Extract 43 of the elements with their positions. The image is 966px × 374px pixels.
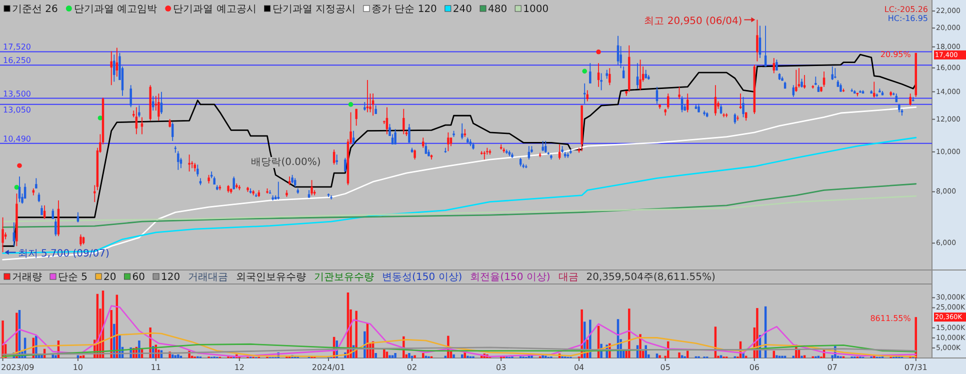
text: 변동성(150 이상) — [382, 272, 462, 283]
legend-label: 단기과열 예고임박 — [74, 4, 158, 15]
x-tick-label: 2023/09 — [1, 363, 34, 372]
ref-line-label: 10,490 — [3, 134, 31, 144]
legend-label: 120 — [161, 272, 180, 283]
x-tick-label: 04 — [574, 363, 584, 372]
ref-line-label: 17,520 — [3, 42, 31, 52]
x-tick-label: 02 — [406, 363, 418, 372]
text: 회전율(150 이상) — [470, 272, 550, 283]
x-tick-label: 03 — [496, 363, 506, 372]
x-tick-label: 12 — [234, 363, 245, 372]
legend-label: 기준선 26 — [12, 4, 58, 15]
text: 대금 — [558, 272, 578, 283]
ref-line-label: 13,050 — [3, 105, 31, 114]
text: 기관보유수량 — [314, 272, 374, 283]
annotation: 배당락(0.00%) — [251, 157, 321, 168]
ref-line-label: 16,250 — [3, 56, 31, 66]
x-tick-label: 10 — [72, 363, 84, 372]
annotation: LC:-205.26 — [884, 5, 928, 14]
annotation: 최고 20,950 (06/04) — [644, 16, 742, 27]
text: 외국인보유수량 — [236, 272, 306, 283]
legend-label: 480 — [488, 4, 508, 15]
x-tick-label: 07/31 — [904, 363, 928, 372]
legend-label: 거래량 — [12, 272, 42, 283]
x-tick-label: 06 — [749, 363, 760, 372]
legend-label: 60 — [132, 272, 146, 283]
text: 20,359,504주(8,611.55%) — [586, 272, 716, 283]
annotation: 20.95% — [880, 50, 912, 59]
legend-label: 240 — [452, 4, 472, 15]
ref-line-label: 13,500 — [3, 89, 31, 98]
legend-label: 20 — [104, 272, 116, 283]
legend-label: 종가 단순 120 — [371, 4, 437, 15]
legend-label: 단기과열 예고공시 — [173, 4, 256, 15]
x-tick-label: 11 — [150, 363, 161, 372]
text: 거래대금 — [188, 272, 228, 283]
x-tick-label: 07 — [827, 363, 838, 372]
x-tick-label: 05 — [660, 363, 670, 372]
x-tick-label: 2024/01 — [312, 363, 346, 372]
annotation: HC:-16.95 — [888, 14, 928, 23]
annotation: 8611.55% — [870, 314, 912, 324]
legend-label: 1000 — [523, 4, 549, 15]
annotation: 단기과열 지정공시 — [272, 4, 356, 15]
legend-label: 단순 5 — [58, 272, 88, 283]
